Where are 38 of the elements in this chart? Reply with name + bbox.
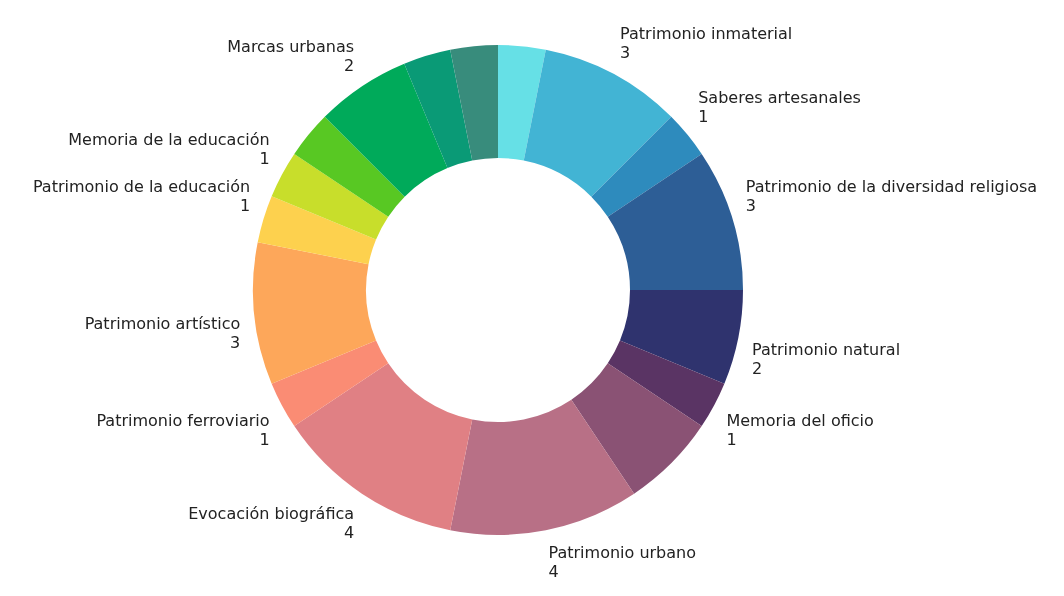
donut-slice bbox=[607, 153, 743, 290]
data-label: 4 bbox=[343, 523, 355, 543]
donut-slice bbox=[591, 116, 702, 217]
data-label: 2 bbox=[343, 55, 355, 75]
donut-slice bbox=[271, 153, 389, 240]
donut-slice bbox=[498, 45, 546, 161]
donut-slice bbox=[253, 242, 377, 384]
slice-label: Patrimonio artístico bbox=[84, 314, 241, 334]
slice-label: Memoria del oficio bbox=[726, 411, 874, 431]
slice-label: Memoria de la educación bbox=[68, 129, 270, 149]
donut-slice bbox=[450, 399, 635, 535]
donut-slice bbox=[404, 49, 473, 169]
donut-slice bbox=[271, 340, 389, 427]
slice-label: Patrimonio natural bbox=[752, 339, 901, 359]
donut-slice bbox=[619, 290, 743, 384]
data-label: 2 bbox=[752, 358, 763, 378]
slice-label: Patrimonio urbano bbox=[548, 543, 697, 563]
slice-label: Patrimonio inmaterial bbox=[620, 23, 793, 43]
slice-label: Patrimonio ferroviario bbox=[96, 411, 270, 431]
slice-label: Evocación biográfica bbox=[188, 504, 355, 524]
data-label: 3 bbox=[745, 195, 757, 215]
data-label: 3 bbox=[620, 42, 631, 62]
donut-slice bbox=[257, 196, 377, 265]
data-label: 1 bbox=[726, 430, 737, 450]
slice-label: Patrimonio de la diversidad religiosa bbox=[745, 176, 1038, 196]
data-label: 4 bbox=[548, 562, 559, 582]
data-label: 3 bbox=[230, 333, 241, 353]
donut-slice bbox=[450, 45, 498, 161]
slice-label: Patrimonio de la educación bbox=[32, 176, 251, 196]
donut-slice bbox=[607, 340, 725, 427]
data-label: 1 bbox=[259, 430, 270, 450]
slice-label: Marcas urbanas bbox=[227, 36, 355, 56]
donut-slice bbox=[571, 363, 702, 494]
data-label: 1 bbox=[239, 195, 251, 215]
data-label: 1 bbox=[698, 106, 709, 126]
slice-label: Saberes artesanales bbox=[698, 87, 861, 107]
data-label: 1 bbox=[259, 148, 270, 168]
donut-slice bbox=[294, 116, 405, 217]
